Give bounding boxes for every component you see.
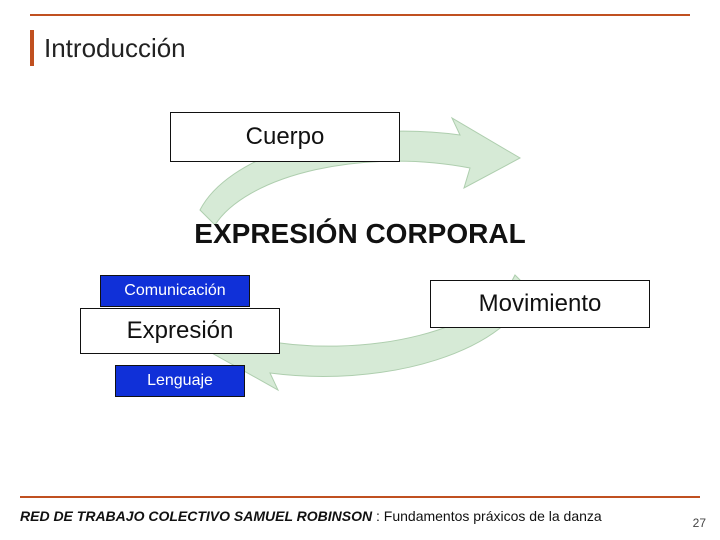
cycle-diagram: EXPRESIÓN CORPORAL Cuerpo Comunicación E…: [60, 90, 660, 420]
diagram-center-label: EXPRESIÓN CORPORAL: [60, 218, 660, 250]
page-number: 27: [693, 516, 706, 530]
top-rule: [30, 14, 690, 16]
node-cuerpo: Cuerpo: [170, 112, 400, 162]
footer-rest: : Fundamentos práxicos de la danza: [372, 508, 602, 524]
footer-text: RED DE TRABAJO COLECTIVO SAMUEL ROBINSON…: [20, 508, 602, 524]
bottom-rule: [20, 496, 700, 498]
footer-bold: RED DE TRABAJO COLECTIVO SAMUEL ROBINSON: [20, 508, 372, 524]
slide-title: Introducción: [44, 33, 186, 64]
node-lenguaje: Lenguaje: [115, 365, 245, 397]
title-accent-bar: [30, 30, 34, 66]
node-comunicacion: Comunicación: [100, 275, 250, 307]
node-expresion: Expresión: [80, 308, 280, 354]
node-movimiento: Movimiento: [430, 280, 650, 328]
